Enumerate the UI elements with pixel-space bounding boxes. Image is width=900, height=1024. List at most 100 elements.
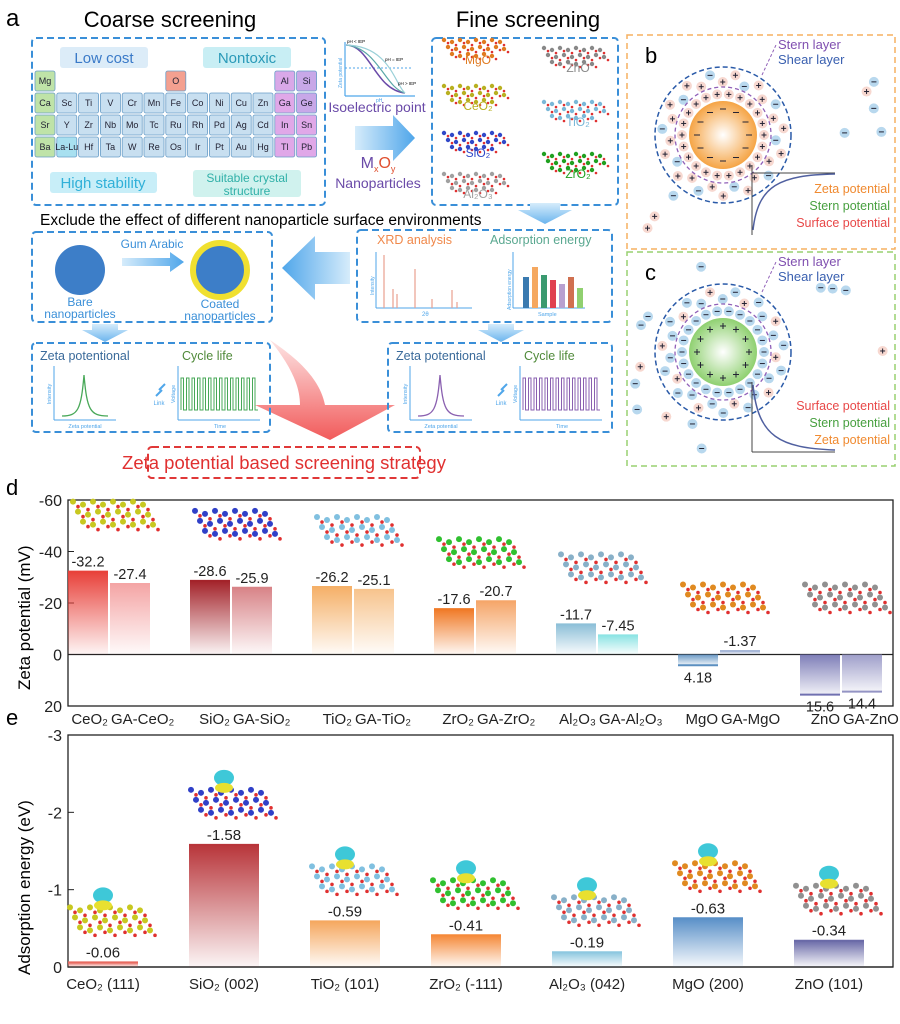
- atom: [445, 890, 451, 897]
- atom: [813, 905, 819, 912]
- atom: [598, 551, 604, 558]
- anion: [735, 384, 746, 395]
- atom: [863, 600, 867, 605]
- periodic-table: Mg O Al Si Ca Sc Ti V Cr Mn Fe Co Ni Cu Zn Ga Ge Sr Y Zr Nb M…: [34, 70, 318, 158]
- crystal-structure: [67, 887, 157, 938]
- atom: [253, 527, 257, 531]
- atom: [258, 789, 264, 796]
- atom: [799, 888, 803, 893]
- atom: [496, 559, 502, 566]
- element-cell: Cu: [230, 92, 252, 114]
- atom: [213, 527, 217, 531]
- atom: [147, 927, 153, 934]
- coarse-screening-box: [31, 37, 326, 206]
- atom: [329, 886, 335, 893]
- atom: [703, 876, 707, 881]
- atom: [115, 508, 121, 515]
- zeta-title: Zeta potentional: [40, 349, 130, 363]
- element-symbol: Zn: [258, 98, 269, 108]
- atom: [202, 527, 208, 534]
- down-arrow-right-icon: [478, 324, 524, 342]
- bar: [800, 654, 840, 695]
- element-cell: Al: [274, 70, 296, 92]
- atom: [577, 923, 581, 928]
- surface-charge: [707, 326, 713, 333]
- atom: [441, 893, 445, 898]
- atom: [194, 793, 198, 797]
- atom: [214, 793, 218, 797]
- atom: [594, 65, 598, 69]
- atom: [549, 113, 555, 119]
- iep-curve-2: pH = IEP: [385, 57, 403, 62]
- atom: [627, 903, 631, 908]
- atom: [497, 85, 503, 91]
- atom: [590, 164, 594, 168]
- atom: [436, 536, 442, 543]
- atom: [718, 866, 722, 871]
- crystal-structure: [541, 151, 610, 175]
- atom: [584, 580, 588, 585]
- anion: [757, 311, 768, 322]
- panel-d: d Zeta potential (mV) -60 -40 -20 0 20 -32.2 C…: [6, 475, 899, 728]
- atom: [80, 501, 86, 508]
- atom: [478, 175, 482, 179]
- atom: [512, 545, 516, 549]
- atom: [359, 866, 365, 873]
- atom: [573, 99, 579, 105]
- right-arrow-icon: [355, 115, 415, 161]
- atom: [818, 607, 822, 612]
- x-tick-label: TiO₂ (101): [311, 976, 380, 993]
- strategy-label: Zeta potential based screening strategy: [122, 452, 447, 473]
- atom: [722, 880, 728, 887]
- atom: [116, 527, 120, 532]
- cation: [763, 387, 774, 398]
- atom: [750, 601, 756, 608]
- plus-icon: [693, 163, 699, 169]
- atom: [812, 601, 818, 608]
- anion: [687, 418, 698, 429]
- atom: [603, 561, 609, 568]
- atom: [319, 524, 325, 531]
- atom: [379, 866, 385, 873]
- cation: [649, 211, 660, 222]
- atom: [594, 560, 598, 565]
- atom: [218, 806, 224, 813]
- data-label: -0.19: [570, 934, 604, 951]
- atom: [449, 97, 455, 103]
- atom: [691, 597, 695, 602]
- atom: [637, 923, 641, 928]
- atom: [849, 891, 853, 896]
- anion: [691, 377, 702, 388]
- atom: [570, 105, 574, 109]
- atom: [693, 879, 697, 884]
- atom: [485, 46, 491, 52]
- element-cell: Zn: [252, 92, 274, 114]
- atom: [208, 517, 212, 521]
- anion: [643, 311, 654, 322]
- atom: [123, 913, 127, 918]
- atom: [329, 863, 335, 870]
- crystal-structure: [551, 877, 641, 928]
- atom: [237, 517, 243, 524]
- atom: [594, 103, 598, 107]
- atom: [482, 94, 486, 98]
- cation: [718, 190, 729, 201]
- atom: [204, 813, 208, 817]
- atom: [546, 49, 550, 53]
- atom: [481, 185, 487, 191]
- nontoxic-label: Nontoxic: [218, 50, 277, 67]
- atom: [334, 514, 340, 521]
- atom: [446, 539, 452, 546]
- atom: [141, 514, 145, 519]
- atom: [224, 813, 228, 817]
- atom: [888, 610, 892, 615]
- fine-screening-box: [431, 37, 619, 206]
- cation: [712, 170, 723, 181]
- cation: [667, 113, 678, 124]
- atom: [577, 158, 583, 164]
- fine-screening-title: Fine screening: [456, 7, 600, 32]
- atom: [546, 155, 550, 159]
- atom: [117, 907, 123, 914]
- atom: [360, 543, 364, 547]
- atom: [838, 590, 842, 595]
